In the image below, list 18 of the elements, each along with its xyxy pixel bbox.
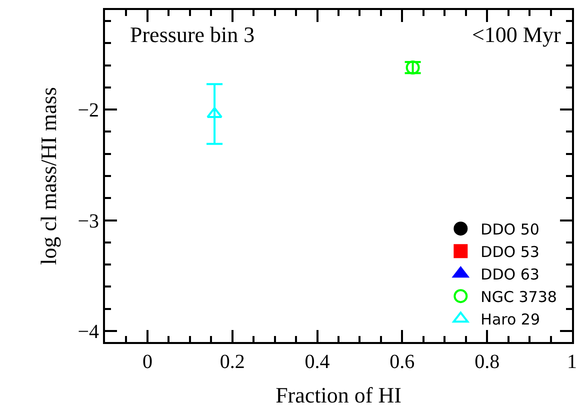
x-tick-label: 1 bbox=[567, 351, 577, 373]
legend-label: Haro 29 bbox=[480, 310, 540, 328]
x-tick-label: 0 bbox=[142, 351, 152, 373]
x-tick-label: 0.6 bbox=[390, 351, 415, 373]
legend-label: DDO 50 bbox=[480, 220, 540, 238]
x-tick-label: 0.8 bbox=[474, 351, 500, 373]
annotation: <100 Myr bbox=[472, 22, 562, 47]
annotation: Pressure bin 3 bbox=[130, 22, 255, 47]
y-tick-label: −4 bbox=[78, 320, 99, 343]
legend-label: NGC 3738 bbox=[480, 288, 557, 306]
x-tick-label: 0.4 bbox=[304, 351, 330, 373]
legend-label: DDO 53 bbox=[480, 242, 540, 261]
y-tick-label: −3 bbox=[78, 210, 99, 232]
y-axis-title: log cl mass/HI mass bbox=[36, 87, 62, 265]
legend-label: DDO 63 bbox=[480, 265, 540, 284]
x-axis-title: Fraction of HI bbox=[276, 382, 402, 408]
x-tick-label: 0.2 bbox=[220, 351, 245, 373]
y-tick-label: −2 bbox=[78, 100, 99, 122]
